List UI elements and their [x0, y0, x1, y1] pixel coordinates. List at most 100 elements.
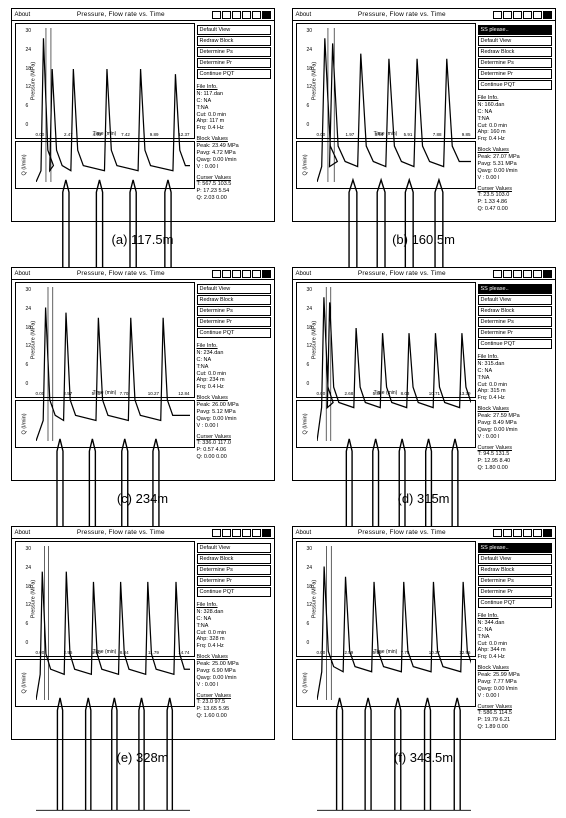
toolbar-icon[interactable]	[212, 11, 221, 19]
charts-area: Pressure (MPa) 0612182430 Time (min) 0.0…	[15, 541, 195, 737]
flow-ylabel: Q (l/min)	[302, 413, 308, 434]
menu-default-view[interactable]: Default View	[478, 295, 552, 305]
toolbar-icons	[212, 11, 271, 19]
xtick: 0.00	[36, 650, 45, 655]
toolbar-icon[interactable]	[262, 11, 271, 19]
about-label[interactable]: About	[15, 530, 31, 536]
toolbar-icon[interactable]	[503, 11, 512, 19]
menu-default-view[interactable]: Default View	[478, 36, 552, 46]
menu-default-view[interactable]: Default View	[197, 25, 271, 35]
about-label[interactable]: About	[15, 12, 31, 18]
menu-continue-pqt[interactable]: Continue PQT	[478, 339, 552, 349]
about-label[interactable]: About	[296, 12, 312, 18]
toolbar-icon[interactable]	[493, 11, 502, 19]
ytick: 18	[26, 325, 32, 331]
menu: Default View Redraw Block Determine Ps D…	[197, 543, 271, 598]
toolbar-icon[interactable]	[543, 529, 552, 537]
titlebar: About Pressure, Flow rate vs. Time	[293, 527, 555, 539]
window-title: Pressure, Flow rate vs. Time	[30, 270, 211, 277]
ytick: 24	[307, 306, 313, 312]
toolbar-icon[interactable]	[222, 529, 231, 537]
toolbar-icon[interactable]	[212, 529, 221, 537]
menu-ss[interactable]: SS please..	[478, 25, 552, 35]
menu-determine-pr[interactable]: Determine Pr	[197, 58, 271, 68]
xtick: 7.88	[433, 132, 442, 137]
xtick: 1.97	[346, 132, 355, 137]
toolbar-icon[interactable]	[212, 270, 221, 278]
menu: Default View Redraw Block Determine Ps D…	[197, 284, 271, 339]
toolbar-icon[interactable]	[252, 529, 261, 537]
toolbar-icon[interactable]	[503, 270, 512, 278]
toolbar-icon[interactable]	[523, 11, 532, 19]
toolbar-icon[interactable]	[262, 529, 271, 537]
xtick: 13.39	[459, 391, 470, 396]
menu-continue-pqt[interactable]: Continue PQT	[197, 69, 271, 79]
about-label[interactable]: About	[15, 271, 31, 277]
toolbar-icon[interactable]	[513, 529, 522, 537]
menu-determine-ps[interactable]: Determine Ps	[197, 47, 271, 57]
toolbar-icon[interactable]	[493, 529, 502, 537]
menu-determine-ps[interactable]: Determine Ps	[478, 317, 552, 327]
toolbar-icon[interactable]	[543, 11, 552, 19]
menu-default-view[interactable]: Default View	[197, 284, 271, 294]
toolbar-icon[interactable]	[242, 270, 251, 278]
toolbar-icon[interactable]	[533, 11, 542, 19]
toolbar-icon[interactable]	[533, 529, 542, 537]
menu-redraw-block[interactable]: Redraw Block	[478, 47, 552, 57]
about-label[interactable]: About	[296, 271, 312, 277]
menu-default-view[interactable]: Default View	[478, 554, 552, 564]
toolbar-icon[interactable]	[523, 270, 532, 278]
menu-redraw-block[interactable]: Redraw Block	[197, 554, 271, 564]
cursor-values: Curser Values T: 586.5 114.5 P: 19.79 6.…	[478, 704, 552, 732]
menu-continue-pqt[interactable]: Continue PQT	[478, 80, 552, 90]
menu-determine-ps[interactable]: Determine Ps	[197, 565, 271, 575]
menu-redraw-block[interactable]: Redraw Block	[478, 565, 552, 575]
charts-area: Pressure (MPa) 0612182430 Time (min) 0.0…	[296, 23, 476, 219]
toolbar-icon[interactable]	[222, 270, 231, 278]
cursor-values: Curser Values T: 567.5 103.5 P: 17.23 5.…	[197, 175, 271, 203]
menu-redraw-block[interactable]: Redraw Block	[197, 36, 271, 46]
menu-continue-pqt[interactable]: Continue PQT	[478, 598, 552, 608]
toolbar-icon[interactable]	[513, 11, 522, 19]
menu-determine-pr[interactable]: Determine Pr	[478, 328, 552, 338]
ytick: 30	[26, 546, 32, 552]
xtick: 2.95	[64, 650, 73, 655]
menu-determine-pr[interactable]: Determine Pr	[478, 69, 552, 79]
toolbar-icon[interactable]	[252, 11, 261, 19]
toolbar-icon[interactable]	[543, 270, 552, 278]
sidebar: SS please.. Default View Redraw Block De…	[478, 23, 552, 219]
menu-continue-pqt[interactable]: Continue PQT	[197, 328, 271, 338]
toolbar-icon[interactable]	[222, 11, 231, 19]
ytick: 30	[307, 287, 313, 293]
menu-determine-pr[interactable]: Determine Pr	[197, 576, 271, 586]
toolbar-icon[interactable]	[242, 529, 251, 537]
menu-determine-pr[interactable]: Determine Pr	[478, 587, 552, 597]
menu-continue-pqt[interactable]: Continue PQT	[197, 587, 271, 597]
toolbar-icon[interactable]	[232, 529, 241, 537]
about-label[interactable]: About	[296, 530, 312, 536]
toolbar-icon[interactable]	[493, 270, 502, 278]
toolbar-icon[interactable]	[262, 270, 271, 278]
menu-redraw-block[interactable]: Redraw Block	[197, 295, 271, 305]
toolbar-icon[interactable]	[252, 270, 261, 278]
menu-redraw-block[interactable]: Redraw Block	[478, 306, 552, 316]
menu-default-view[interactable]: Default View	[197, 543, 271, 553]
pressure-chart: Pressure (MPa) 0612182430 Time (min) 0.0…	[296, 23, 476, 139]
xtick: 12.37	[178, 132, 189, 137]
toolbar-icon[interactable]	[232, 270, 241, 278]
toolbar-icon[interactable]	[523, 529, 532, 537]
titlebar: About Pressure, Flow rate vs. Time	[12, 9, 274, 21]
menu-determine-ps[interactable]: Determine Ps	[478, 576, 552, 586]
toolbar-icon[interactable]	[513, 270, 522, 278]
menu-determine-ps[interactable]: Determine Ps	[197, 306, 271, 316]
menu-determine-ps[interactable]: Determine Ps	[478, 58, 552, 68]
toolbar-icon[interactable]	[533, 270, 542, 278]
menu-determine-pr[interactable]: Determine Pr	[197, 317, 271, 327]
menu-ss[interactable]: SS please..	[478, 543, 552, 553]
block-values: Block Values Peak: 25.00 MPa Pavg: 6.90 …	[197, 654, 271, 688]
toolbar-icon[interactable]	[242, 11, 251, 19]
toolbar-icon[interactable]	[232, 11, 241, 19]
toolbar-icon[interactable]	[503, 529, 512, 537]
file-info: File Info. N: 344.dan C: NA T:NA Cut: 0.…	[478, 613, 552, 661]
menu-ss[interactable]: SS please..	[478, 284, 552, 294]
